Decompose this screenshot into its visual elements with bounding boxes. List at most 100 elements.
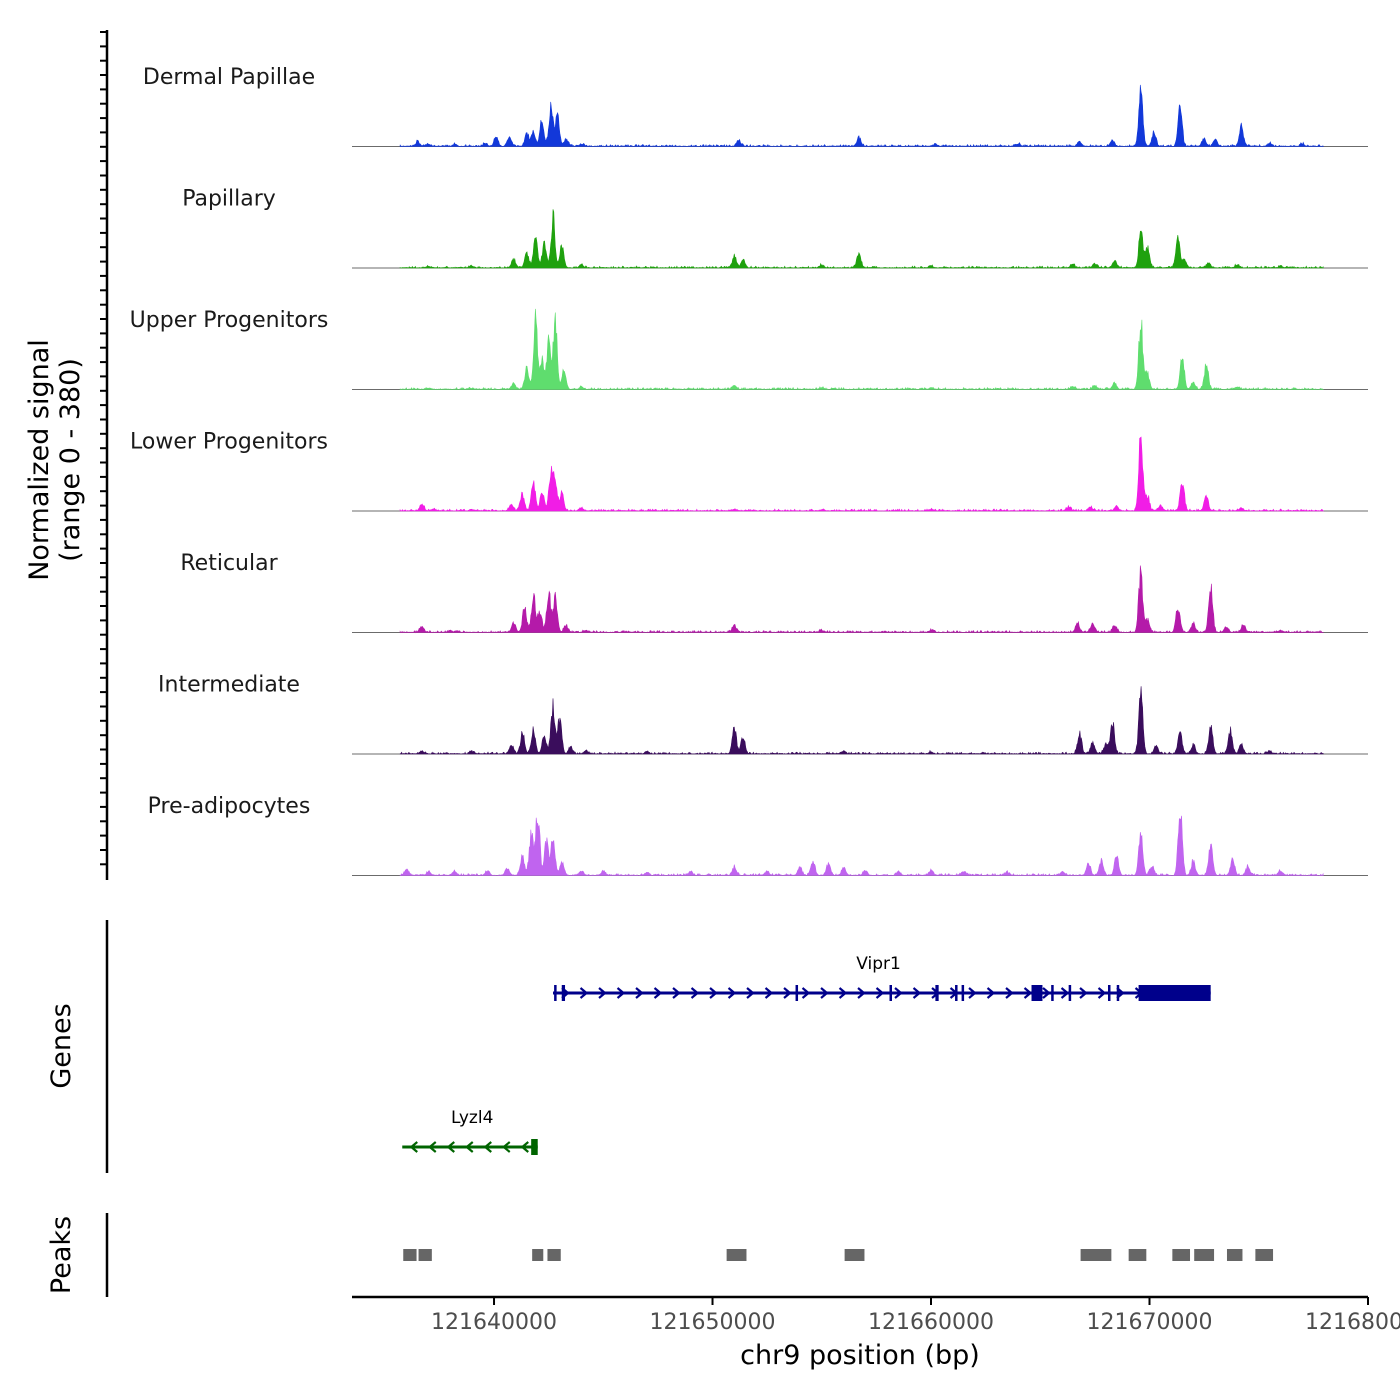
strand-arrow	[968, 987, 977, 999]
strand-arrow	[520, 1141, 529, 1153]
signal-area	[399, 686, 1324, 755]
strand-arrow	[986, 987, 996, 999]
strand-arrow	[727, 987, 737, 999]
exon	[1068, 985, 1072, 1001]
exon	[554, 985, 557, 1001]
track-label: Dermal Papillae	[143, 65, 315, 90]
coverage-y-label-line: Normalized signal	[24, 339, 55, 581]
exon	[1051, 985, 1054, 1001]
exon	[1138, 985, 1211, 1001]
peaks-panel-label: Peaks	[46, 1216, 77, 1294]
coverage-tracks: Dermal Papillae Papillary Upper Progenitor…	[130, 65, 1368, 877]
strand-arrow	[1079, 987, 1088, 999]
strand-arrow	[446, 1141, 455, 1153]
strand-arrow	[653, 987, 663, 999]
gene-vipr1: Vipr1	[553, 954, 1211, 1001]
exon	[961, 985, 965, 1001]
signal-area	[399, 308, 1324, 391]
peak-region	[1172, 1249, 1191, 1261]
exon	[1116, 985, 1120, 1001]
exon	[889, 985, 892, 1001]
strand-arrow	[875, 987, 885, 999]
signal-area	[399, 815, 1324, 877]
exon	[955, 985, 958, 1001]
x-tick-label: 121670000	[1087, 1310, 1213, 1335]
strand-arrow	[746, 987, 755, 999]
track-papillary: Papillary	[182, 186, 1368, 269]
peak-region	[844, 1249, 865, 1261]
peak-region	[1080, 1249, 1112, 1261]
peak-region	[726, 1249, 747, 1261]
strand-arrow	[783, 987, 792, 999]
peaks-panel: Peaks	[46, 1213, 1274, 1297]
exon	[1031, 985, 1043, 1001]
gene-label: Lyzl4	[451, 1108, 493, 1128]
x-tick-label: 121680000	[1305, 1310, 1400, 1335]
strand-arrow	[465, 1141, 474, 1153]
track-label: Intermediate	[158, 672, 300, 697]
strand-arrow	[616, 987, 626, 999]
x-tick-label: 121660000	[868, 1310, 994, 1335]
strand-arrow	[483, 1141, 492, 1153]
coverage-y-label: Normalized signal(range 0 - 380)	[24, 339, 86, 581]
track-reticular: Reticular	[180, 551, 1368, 634]
signal-area	[399, 565, 1324, 634]
strand-arrow	[1097, 987, 1107, 999]
coverage-y-axis	[100, 30, 109, 880]
exon	[561, 985, 566, 1001]
x-tick-label: 121650000	[650, 1310, 776, 1335]
signal-area	[399, 209, 1324, 269]
strand-arrow	[838, 987, 848, 999]
strand-arrow	[409, 1141, 418, 1153]
track-lower-progenitors: Lower Progenitors	[130, 429, 1368, 512]
gene-lyzl4: Lyzl4	[402, 1108, 538, 1155]
peak-region	[1194, 1249, 1215, 1261]
peak-region	[1128, 1249, 1147, 1261]
strand-arrow	[1060, 987, 1070, 999]
x-axis-title: chr9 position (bp)	[740, 1340, 980, 1371]
track-pre-adipocytes: Pre-adipocytes	[148, 794, 1368, 877]
exon	[1107, 985, 1111, 1001]
peak-region	[1255, 1249, 1274, 1261]
track-label: Upper Progenitors	[130, 308, 329, 333]
x-tick-label: 121640000	[431, 1310, 557, 1335]
genes-panel-label: Genes	[46, 1003, 77, 1088]
peak-region	[403, 1249, 417, 1261]
exon	[795, 985, 799, 1001]
track-label: Papillary	[182, 186, 276, 211]
strand-arrow	[912, 987, 922, 999]
strand-arrow	[1042, 987, 1051, 999]
strand-arrow	[690, 987, 700, 999]
strand-arrow	[894, 987, 903, 999]
coverage-y-label-line: (range 0 - 380)	[55, 358, 86, 562]
strand-arrow	[764, 987, 774, 999]
gene-label: Vipr1	[856, 954, 901, 974]
strand-arrow	[635, 987, 644, 999]
strand-arrow	[598, 987, 607, 999]
exon	[935, 985, 939, 1001]
strand-arrow	[428, 1141, 437, 1153]
signal-area	[399, 84, 1324, 148]
strand-arrow	[672, 987, 681, 999]
signal-area	[399, 436, 1325, 512]
strand-arrow	[1005, 987, 1014, 999]
track-label: Lower Progenitors	[130, 429, 328, 454]
peak-region	[547, 1249, 561, 1261]
x-axis: 121640000 121650000 121660000 121670000 1216…	[352, 1295, 1400, 1335]
strand-arrow	[801, 987, 811, 999]
track-label: Reticular	[180, 551, 278, 576]
strand-arrow	[1023, 987, 1033, 999]
peak-region	[1226, 1249, 1243, 1261]
track-label: Pre-adipocytes	[148, 794, 311, 819]
exon	[531, 1139, 538, 1155]
strand-arrow	[709, 987, 718, 999]
track-intermediate: Intermediate	[158, 672, 1368, 755]
track-upper-progenitors: Upper Progenitors	[130, 308, 1368, 391]
peak-region	[418, 1249, 432, 1261]
strand-arrow	[579, 987, 589, 999]
track-dermal-papillae: Dermal Papillae	[143, 65, 1368, 148]
strand-arrow	[502, 1141, 511, 1153]
strand-arrow	[820, 987, 829, 999]
strand-arrow	[857, 987, 866, 999]
